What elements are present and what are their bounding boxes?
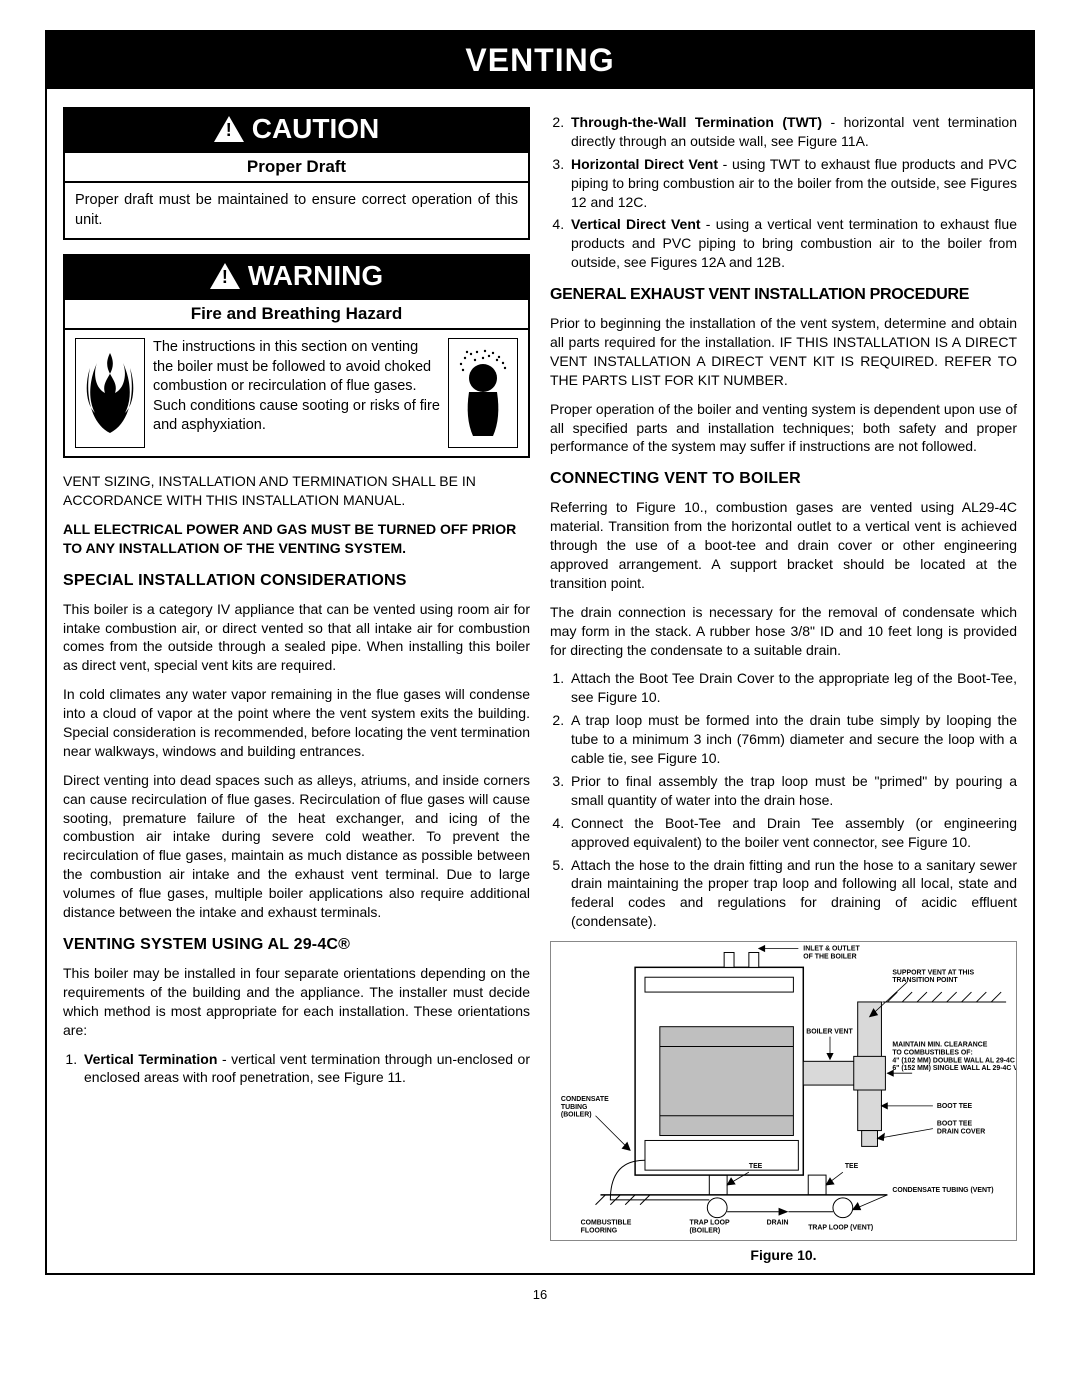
orientation-2-bold: Through-the-Wall Termination (TWT) [571,114,822,130]
warning-text: The instructions in this section on vent… [153,338,440,436]
left-column: CAUTION Proper Draft Proper draft must b… [63,107,530,1263]
para-orientations: This boiler may be installed in four sep… [63,964,530,1040]
vent-sizing-note: VENT SIZING, INSTALLATION AND TERMINATIO… [63,472,530,510]
fig-label-boiler-vent: BOILER VENT [806,1029,853,1036]
connecting-vent-heading: CONNECTING VENT TO BOILER [550,470,1017,488]
fig-label-boot-cover: BOOT TEEDRAIN COVER [937,1121,985,1136]
fig-label-support: SUPPORT VENT AT THISTRANSITION POINT [892,969,974,984]
two-column-layout: CAUTION Proper Draft Proper draft must b… [47,89,1033,1273]
general-exhaust-heading: GENERAL EXHAUST VENT INSTALLATION PROCED… [550,286,1017,304]
orientation-item-3: Horizontal Direct Vent - using TWT to ex… [568,155,1017,212]
caution-box: CAUTION Proper Draft Proper draft must b… [63,107,530,240]
fig-label-trap-boiler: TRAP LOOP(BOILER) [690,1220,731,1235]
fire-icon [85,348,135,438]
caution-triangle-icon [214,116,244,142]
para-drain-connection: The drain connection is necessary for th… [550,603,1017,660]
warning-header-text: WARNING [248,260,383,292]
para-prior-install: Prior to beginning the installation of t… [550,314,1017,390]
para-proper-operation: Proper operation of the boiler and venti… [550,400,1017,457]
connect-step-5: Attach the hose to the drain fitting and… [568,856,1017,932]
page-title-bar: VENTING [47,32,1033,89]
caution-body: Proper draft must be maintained to ensur… [65,183,528,238]
fig-label-inlet: INLET & OUTLETOF THE BOILER [803,946,860,961]
special-considerations-heading: SPECIAL INSTALLATION CONSIDERATIONS [63,572,530,590]
connect-step-2: A trap loop must be formed into the drai… [568,711,1017,768]
orientation-list-right: Through-the-Wall Termination (TWT) - hor… [568,113,1017,272]
fig-label-boot-tee: BOOT TEE [937,1103,973,1110]
warning-subheader: Fire and Breathing Hazard [65,298,528,330]
connect-step-4: Connect the Boot-Tee and Drain Tee assem… [568,814,1017,852]
warning-header: WARNING [65,256,528,298]
para-figure10-ref: Referring to Figure 10., combustion gase… [550,498,1017,592]
fig-label-floor: COMBUSTIBLEFLOORING [581,1220,632,1235]
connecting-steps-list: Attach the Boot Tee Drain Cover to the a… [568,669,1017,931]
fig-label-cond-vent: CONDENSATE TUBING (VENT) [892,1187,993,1194]
orientation-item-1: Vertical Termination - vertical vent ter… [81,1050,530,1088]
orientation-list-left: Vertical Termination - vertical vent ter… [81,1050,530,1088]
fig-label-trap-vent: TRAP LOOP (VENT) [808,1225,873,1232]
para-dead-spaces: Direct venting into dead spaces such as … [63,771,530,922]
fig-label-tee2: TEE [845,1163,859,1170]
para-cold-climate: In cold climates any water vapor remaini… [63,685,530,761]
connect-step-3: Prior to final assembly the trap loop mu… [568,772,1017,810]
warning-body: The instructions in this section on vent… [65,330,528,456]
page-number: 16 [45,1287,1035,1302]
right-column: Through-the-Wall Termination (TWT) - hor… [550,107,1017,1263]
warning-triangle-icon [210,263,240,289]
caution-subheader: Proper Draft [65,151,528,183]
fire-icon-box [75,338,145,448]
caution-header-text: CAUTION [252,113,380,145]
power-off-note: ALL ELECTRICAL POWER AND GAS MUST BE TUR… [63,520,530,558]
caution-header: CAUTION [65,109,528,151]
orientation-item-4: Vertical Direct Vent - using a vertical … [568,215,1017,272]
para-category: This boiler is a category IV appliance t… [63,600,530,676]
venting-system-heading: VENTING SYSTEM USING AL 29-4C® [63,936,530,954]
figure-10-diagram: INLET & OUTLETOF THE BOILER SUPPORT VENT… [550,941,1017,1241]
fig-label-cond-boiler: CONDENSATETUBING(BOILER) [561,1096,609,1119]
breathing-icon-box [448,338,518,448]
orientation-item-2: Through-the-Wall Termination (TWT) - hor… [568,113,1017,151]
orientation-4-bold: Vertical Direct Vent [571,216,701,232]
figure-10-svg: INLET & OUTLETOF THE BOILER SUPPORT VENT… [551,942,1016,1240]
fig-label-drain: DRAIN [767,1220,789,1227]
orientation-1-bold: Vertical Termination [84,1051,217,1067]
connect-step-1: Attach the Boot Tee Drain Cover to the a… [568,669,1017,707]
warning-box: WARNING Fire and Breathing Hazard The in… [63,254,530,458]
page-frame: VENTING CAUTION Proper Draft Proper draf… [45,30,1035,1275]
figure-10-caption: Figure 10. [550,1247,1017,1263]
fig-label-clearance: MAINTAIN MIN. CLEARANCETO COMBUSTIBLES O… [892,1042,1016,1073]
orientation-3-bold: Horizontal Direct Vent [571,156,718,172]
fig-label-tee1: TEE [749,1163,763,1170]
breathing-icon [455,348,511,438]
